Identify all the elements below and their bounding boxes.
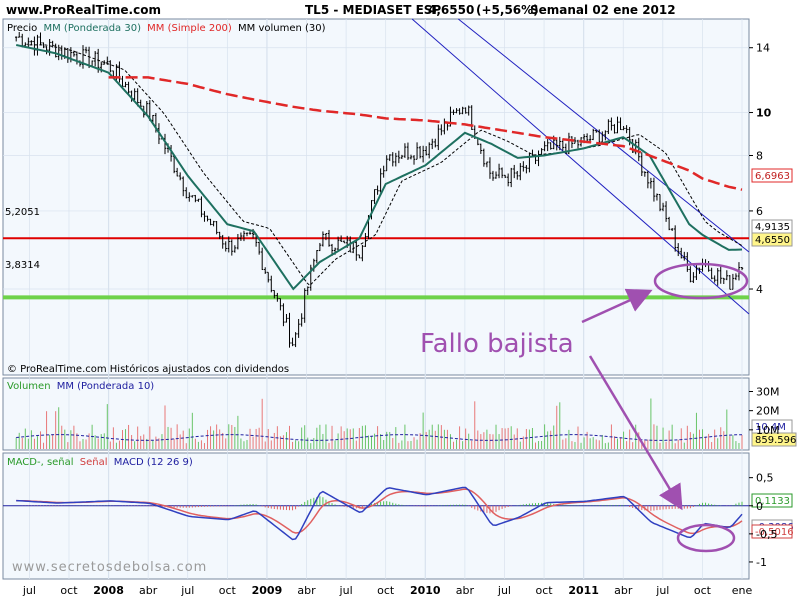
x-tick-label-6: 2009 — [252, 584, 283, 597]
y-tick-label-3: 6 — [756, 205, 763, 218]
y-tick-label-2: 8 — [756, 150, 763, 163]
legend-macd-line: MACD (12 26 9) — [114, 457, 193, 468]
channel-top — [457, 18, 750, 253]
header-bar — [0, 0, 800, 18]
x-tick-label-5: oct — [219, 584, 237, 597]
mm30-tag-text: 4,9135 — [755, 222, 790, 233]
x-tick-label-18: ene — [732, 584, 753, 597]
macd-hist-tag — [751, 493, 793, 508]
support-label: 3,8314 — [5, 260, 40, 271]
annotation-ellipse-price — [653, 262, 749, 300]
price-panel — [2, 18, 750, 376]
watermark: www.secretosdebolsa.com — [12, 560, 207, 575]
annotation-arrow-price — [581, 288, 653, 324]
mm30-line — [15, 44, 743, 291]
legend-mm30: MM (Ponderada 30) — [43, 23, 141, 34]
last-price: 4,6550 — [428, 3, 474, 17]
macd-legend: MACD-, señal Señal MACD (12 26 9) — [7, 457, 193, 468]
volume-layer — [15, 398, 743, 449]
instrument-name: TL5 - MEDIASET ESP — [305, 3, 441, 17]
volume-legend: Volumen MM (Ponderada 10) — [7, 381, 154, 392]
volume-mm-line — [16, 434, 742, 441]
y-tick-label-0: 14 — [756, 42, 770, 55]
x-tick-label-13: oct — [536, 584, 554, 597]
vol-y-tick-label-1: 20M — [756, 405, 780, 418]
macd-y-tick-label-0: 0,5 — [756, 472, 774, 485]
x-tick-label-3: abr — [139, 584, 158, 597]
x-tick-label-14: 2011 — [568, 584, 599, 597]
vol-mm-tag-text: 10,4M — [755, 422, 786, 433]
resistance-label: 5,2051 — [5, 207, 40, 218]
macd-y-tick-label-3: -1 — [756, 556, 767, 569]
x-tick-label-10: 2010 — [410, 584, 441, 597]
legend-vol-mm: MM (Ponderada 10) — [57, 381, 155, 392]
macd-line — [16, 486, 743, 541]
legend-mm200: MM (Simple 200) — [147, 23, 232, 34]
vol-y-tick-label-2: 10M — [756, 424, 780, 437]
annotation-arrow-macd — [588, 355, 683, 511]
vol-tag — [751, 432, 797, 447]
price-legend: Precio MM (Ponderada 30) MM (Simple 200)… — [7, 23, 326, 34]
x-tick-label-16: jul — [655, 584, 669, 597]
x-tick-label-11: abr — [456, 584, 475, 597]
macd-line-tag-text: -0,5016 — [755, 527, 794, 538]
legend-volumen: Volumen — [7, 381, 51, 392]
y-tick-label-4: 4 — [756, 283, 763, 296]
period-label: Semanal 02 ene 2012 — [530, 3, 676, 17]
annotation-text: Fallo bajista — [420, 329, 574, 359]
legend-precio: Precio — [7, 23, 37, 34]
macd-panel — [2, 452, 750, 580]
x-tick-label-17: oct — [694, 584, 712, 597]
price-change: (+5,56%) — [476, 3, 539, 17]
x-tick-label-1: oct — [60, 584, 78, 597]
x-tick-label-7: abr — [297, 584, 316, 597]
price-tag — [751, 232, 793, 247]
mm200-line — [108, 76, 743, 191]
x-tick-label-8: jul — [339, 584, 353, 597]
x-tick-label-2: 2008 — [93, 584, 124, 597]
mm200-tag-text: 6,6963 — [755, 171, 790, 182]
x-tick-label-4: jul — [180, 584, 194, 597]
price-tag-text: 4,6550 — [755, 235, 790, 246]
x-tick-label-15: abr — [614, 584, 633, 597]
site-name: www.ProRealTime.com — [6, 3, 161, 17]
x-tick-label-9: oct — [377, 584, 395, 597]
legend-macd-signal: Señal — [80, 457, 108, 468]
mm200-tag — [751, 168, 793, 183]
y-tick-label-1: 10 — [756, 107, 772, 120]
legend-macd-hist: MACD-, señal — [7, 457, 74, 468]
mm-volume-line — [29, 44, 743, 287]
vol-tag-text: 859.596 — [755, 435, 796, 446]
legend-mmvol: MM volumen (30) — [238, 23, 326, 34]
macd-y-tick-label-1: 0 — [756, 500, 763, 513]
price-footer: © ProRealTime.com Históricos ajustados c… — [7, 363, 289, 375]
macd-y-tick-label-2: -0,5 — [756, 528, 777, 541]
axis-layer: jul oct 2008 abr jul oct 2009 abr jul oct 2010 abr j… — [22, 42, 780, 597]
macd-hist-tag-text: 0,1133 — [755, 496, 790, 507]
macd-line-tag — [751, 524, 793, 539]
x-tick-label-0: jul — [22, 584, 36, 597]
vol-y-tick-label-0: 30M — [756, 386, 780, 399]
x-tick-label-12: jul — [497, 584, 511, 597]
annotation-ellipse-macd — [676, 523, 736, 553]
